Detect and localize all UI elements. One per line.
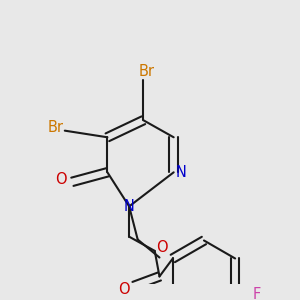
Text: Br: Br — [47, 120, 63, 135]
Text: N: N — [176, 165, 187, 180]
Text: O: O — [55, 172, 67, 188]
Text: Br: Br — [138, 64, 154, 79]
Text: F: F — [253, 287, 261, 300]
Text: O: O — [157, 240, 168, 255]
Text: N: N — [124, 199, 135, 214]
Text: O: O — [118, 282, 130, 297]
